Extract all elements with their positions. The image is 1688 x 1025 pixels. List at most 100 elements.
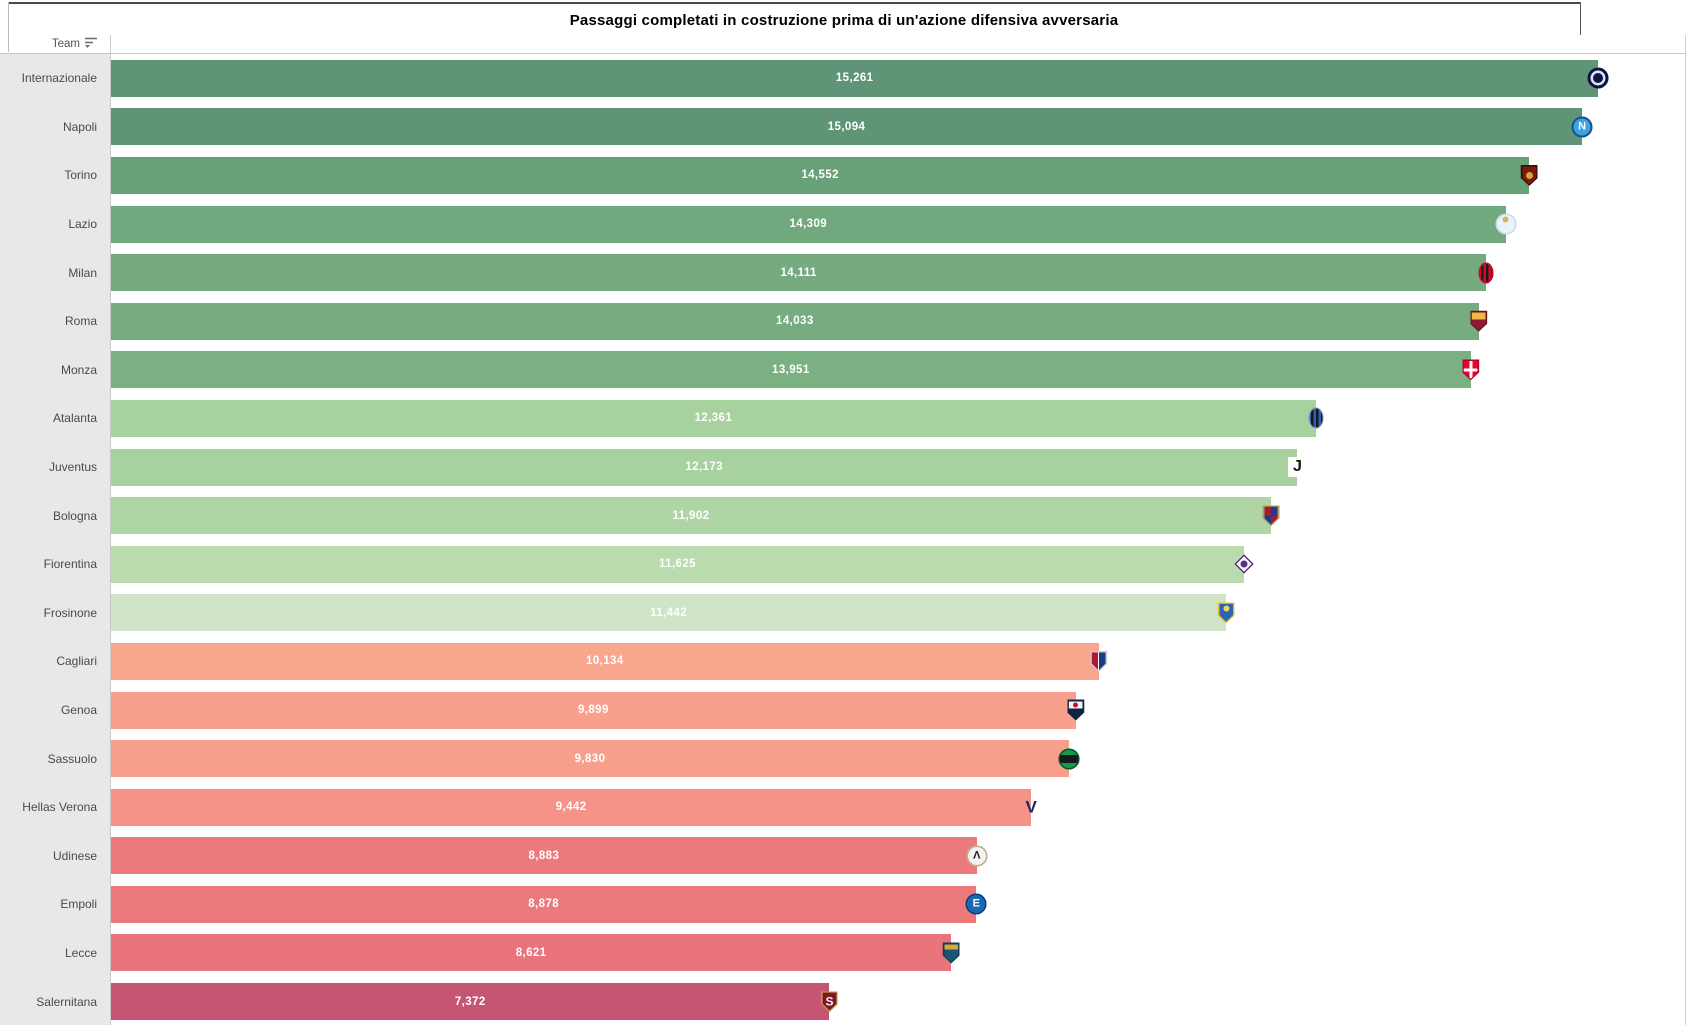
bar-value-roma: 14,033 bbox=[776, 315, 814, 328]
team-label-genoa[interactable]: Genoa bbox=[60, 703, 97, 718]
bar-monza[interactable]: 13,951 bbox=[111, 351, 1480, 389]
atalanta-crest-icon bbox=[1308, 407, 1324, 429]
bar-value-fiorentina: 11,625 bbox=[659, 558, 696, 571]
team-label-lazio[interactable]: Lazio bbox=[68, 217, 97, 232]
bar-value-torino: 14,552 bbox=[801, 169, 839, 182]
bar-row-atalanta: 12,361 bbox=[111, 394, 1685, 443]
bar-row-udinese: 8,883 Λ bbox=[111, 832, 1685, 881]
bar-sassuolo[interactable]: 9,830 bbox=[111, 740, 1080, 778]
monza-crest-icon bbox=[1462, 359, 1480, 381]
frosinone-crest-icon bbox=[1217, 602, 1235, 624]
bar-row-frosinone: 11,442 bbox=[111, 589, 1685, 638]
team-label-cagliari[interactable]: Cagliari bbox=[56, 654, 97, 669]
bar-row-genoa: 9,899 bbox=[111, 686, 1685, 735]
team-label-udinese[interactable]: Udinese bbox=[52, 848, 97, 863]
bar-row-salernitana: 7,372 S bbox=[111, 977, 1685, 1025]
bologna-crest-icon bbox=[1262, 505, 1280, 527]
chart-title: Passaggi completati in costruzione prima… bbox=[569, 12, 1119, 29]
bar-lazio[interactable]: 14,309 bbox=[111, 205, 1517, 243]
bar-value-atalanta: 12,361 bbox=[694, 412, 733, 425]
bar-value-lazio: 14,309 bbox=[789, 218, 828, 231]
cagliari-crest-icon bbox=[1090, 650, 1108, 672]
bar-value-napoli: 15,094 bbox=[827, 120, 866, 133]
bar-torino[interactable]: 14,552 bbox=[111, 156, 1538, 194]
bar-fiorentina[interactable]: 11,625 bbox=[111, 545, 1254, 583]
bar-row-internazionale: 15,261 bbox=[111, 54, 1685, 103]
bar-value-salernitana: 7,372 bbox=[454, 995, 486, 1008]
fiorentina-crest-icon bbox=[1234, 554, 1254, 575]
team-label-napoli[interactable]: Napoli bbox=[62, 119, 97, 134]
bar-roma[interactable]: 14,033 bbox=[111, 302, 1488, 340]
sassuolo-crest-icon bbox=[1058, 748, 1080, 770]
bar-row-empoli: 8,878 E bbox=[111, 880, 1685, 929]
team-label-juventus[interactable]: Juventus bbox=[48, 460, 97, 475]
bar-value-udinese: 8,883 bbox=[528, 849, 560, 862]
team-label-monza[interactable]: Monza bbox=[60, 362, 97, 377]
bar-juventus[interactable]: 12,173 J bbox=[111, 448, 1307, 486]
bar-frosinone[interactable]: 11,442 bbox=[111, 594, 1235, 632]
top-border-line bbox=[8, 2, 1580, 4]
team-label-salernitana[interactable]: Salernitana bbox=[36, 994, 97, 1009]
left-border-tick bbox=[8, 2, 9, 52]
bar-lecce[interactable]: 8,621 bbox=[111, 934, 960, 972]
bar-row-juventus: 12,173 J bbox=[111, 443, 1685, 492]
bar-value-cagliari: 10,134 bbox=[586, 655, 624, 668]
internazionale-crest-icon bbox=[1587, 67, 1609, 89]
team-label-bologna[interactable]: Bologna bbox=[52, 508, 97, 523]
team-label-column: Internazionale Napoli Torino Lazio Milan Roma… bbox=[0, 54, 110, 1025]
bar-value-monza: 13,951 bbox=[772, 363, 810, 376]
plot-header-spacer bbox=[110, 35, 1685, 54]
bar-row-fiorentina: 11,625 bbox=[111, 540, 1685, 589]
team-label-sassuolo[interactable]: Sassuolo bbox=[47, 751, 97, 766]
bar-row-bologna: 11,902 bbox=[111, 491, 1685, 540]
bar-genoa[interactable]: 9,899 bbox=[111, 691, 1085, 729]
team-label-roma[interactable]: Roma bbox=[64, 314, 97, 329]
bar-row-sassuolo: 9,830 bbox=[111, 734, 1685, 783]
bar-napoli[interactable]: 15,094 N bbox=[111, 108, 1593, 146]
lecce-crest-icon bbox=[942, 942, 960, 964]
bar-row-torino: 14,552 bbox=[111, 151, 1685, 200]
udinese-crest-icon: Λ bbox=[966, 845, 988, 867]
team-label-internazionale[interactable]: Internazionale bbox=[21, 71, 97, 86]
bar-internazionale[interactable]: 15,261 bbox=[111, 59, 1609, 97]
bar-row-napoli: 15,094 N bbox=[111, 103, 1685, 152]
team-label-fiorentina[interactable]: Fiorentina bbox=[43, 557, 97, 572]
genoa-crest-icon bbox=[1067, 699, 1085, 721]
bar-cagliari[interactable]: 10,134 bbox=[111, 642, 1108, 680]
empoli-crest-icon: E bbox=[965, 893, 987, 915]
bar-udinese[interactable]: 8,883 Λ bbox=[111, 837, 988, 875]
team-column-header[interactable]: Team bbox=[0, 35, 110, 54]
bar-value-genoa: 9,899 bbox=[577, 704, 609, 717]
team-column-header-label: Team bbox=[51, 38, 80, 50]
bar-row-milan: 14,111 bbox=[111, 248, 1685, 297]
bar-value-frosinone: 11,442 bbox=[650, 606, 688, 619]
team-label-hellas-verona[interactable]: Hellas Verona bbox=[22, 800, 97, 815]
torino-crest-icon bbox=[1520, 164, 1538, 186]
title-zone: Passaggi completati in costruzione prima… bbox=[0, 0, 1688, 52]
plot-area: 15,261 15,094 N 14,552 14,309 14,111 14,033 13,… bbox=[110, 54, 1685, 1025]
team-label-frosinone[interactable]: Frosinone bbox=[43, 605, 97, 620]
bar-empoli[interactable]: 8,878 E bbox=[111, 885, 987, 923]
bar-value-internazionale: 15,261 bbox=[835, 72, 874, 85]
team-label-milan[interactable]: Milan bbox=[68, 265, 97, 280]
bar-atalanta[interactable]: 12,361 bbox=[111, 399, 1324, 437]
right-border-tick bbox=[1580, 2, 1581, 35]
bar-value-sassuolo: 9,830 bbox=[574, 752, 606, 765]
bar-value-empoli: 8,878 bbox=[528, 898, 560, 911]
napoli-crest-icon: N bbox=[1571, 116, 1593, 138]
bar-salernitana[interactable]: 7,372 S bbox=[111, 983, 838, 1021]
bar-row-roma: 14,033 bbox=[111, 297, 1685, 346]
salernitana-crest-icon: S bbox=[820, 991, 838, 1013]
bar-hellas-verona[interactable]: 9,442 V bbox=[111, 788, 1037, 826]
team-label-empoli[interactable]: Empoli bbox=[60, 897, 97, 912]
bar-bologna[interactable]: 11,902 bbox=[111, 497, 1280, 535]
team-label-atalanta[interactable]: Atalanta bbox=[52, 411, 97, 426]
milan-crest-icon bbox=[1478, 262, 1494, 284]
lazio-crest-icon bbox=[1495, 213, 1517, 235]
bar-milan[interactable]: 14,111 bbox=[111, 254, 1494, 292]
team-label-lecce[interactable]: Lecce bbox=[64, 945, 97, 960]
bar-row-lazio: 14,309 bbox=[111, 200, 1685, 249]
team-label-torino[interactable]: Torino bbox=[64, 168, 97, 183]
sort-descending-icon[interactable] bbox=[84, 35, 98, 53]
bar-value-juventus: 12,173 bbox=[685, 461, 723, 474]
